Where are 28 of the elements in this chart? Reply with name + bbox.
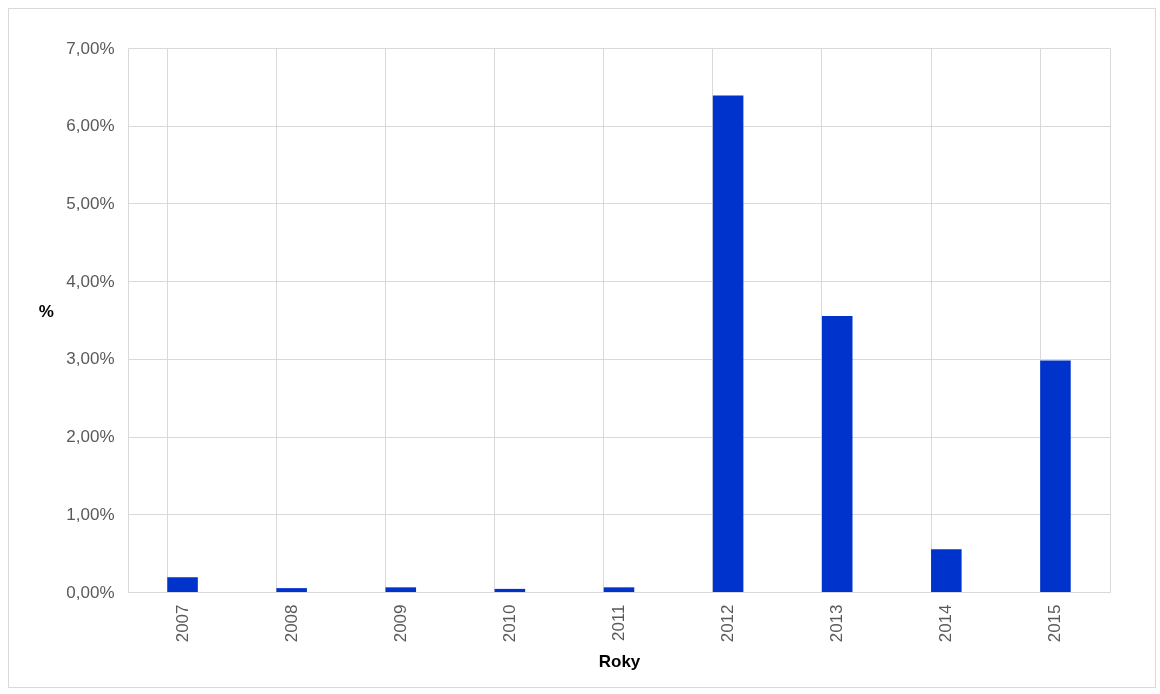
y-tick-label: 4,00% bbox=[66, 271, 115, 291]
x-tick-label: 2007 bbox=[172, 604, 192, 643]
bar bbox=[494, 588, 526, 592]
y-tick-label: 3,00% bbox=[66, 349, 115, 369]
y-axis-title: % bbox=[38, 301, 54, 321]
bar bbox=[931, 549, 962, 592]
y-tick-label: 7,00% bbox=[66, 38, 115, 58]
y-tick-label: 2,00% bbox=[66, 427, 115, 447]
x-axis-title: Roky bbox=[598, 652, 641, 672]
x-tick-label: 2015 bbox=[1045, 604, 1065, 643]
x-tick-label: 2009 bbox=[390, 604, 410, 643]
bar bbox=[1040, 360, 1071, 592]
y-tick-label: 6,00% bbox=[66, 116, 115, 136]
y-tick-label: 0,00% bbox=[66, 582, 115, 602]
x-tick-label: 2011 bbox=[609, 604, 628, 642]
bar bbox=[603, 587, 635, 592]
x-tick-label: 2014 bbox=[936, 604, 956, 643]
y-tick-label: 5,00% bbox=[66, 193, 115, 213]
bar bbox=[276, 588, 307, 592]
x-tick-label: 2008 bbox=[281, 604, 301, 643]
y-tick-label: 1,00% bbox=[66, 504, 115, 524]
x-tick-label: 2013 bbox=[827, 604, 847, 643]
x-tick-label: 2012 bbox=[718, 604, 738, 643]
bar bbox=[167, 577, 198, 592]
x-tick-label: 2010 bbox=[499, 604, 519, 643]
bar bbox=[821, 316, 853, 592]
bar bbox=[712, 95, 744, 592]
bar bbox=[385, 587, 417, 592]
